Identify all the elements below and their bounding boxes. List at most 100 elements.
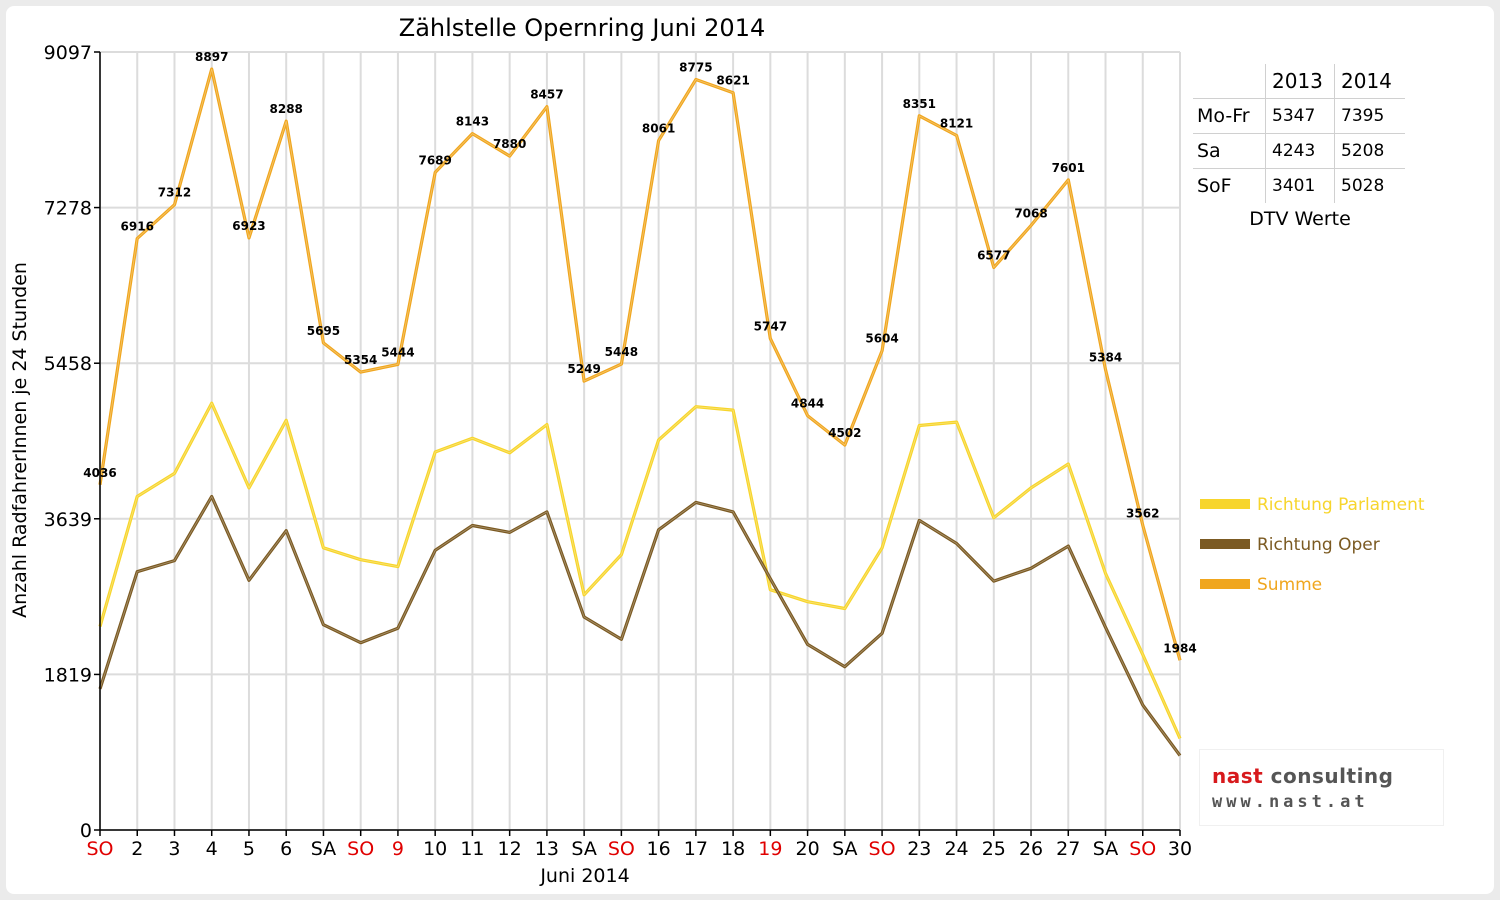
dtv-row-label: Sa xyxy=(1193,133,1266,169)
data-label: 7880 xyxy=(493,137,526,151)
x-tick-label: SA xyxy=(832,838,857,860)
data-label: 4844 xyxy=(791,397,824,411)
data-label: 4502 xyxy=(828,426,861,440)
data-label: 8143 xyxy=(456,115,489,129)
dtv-row: Sa 4243 5208 xyxy=(1193,133,1405,169)
dtv-row: Mo-Fr 5347 7395 xyxy=(1193,98,1405,134)
data-label: 8621 xyxy=(716,74,749,88)
dtv-row-label: Mo-Fr xyxy=(1193,98,1266,134)
series-line-highlight xyxy=(99,402,1181,739)
y-tick-label: 0 xyxy=(80,820,92,842)
y-tick-label: 5458 xyxy=(44,353,92,375)
dtv-value-2014: 5208 xyxy=(1334,133,1405,169)
data-label: 5747 xyxy=(754,320,787,334)
x-tick-label: 2 xyxy=(131,838,143,860)
data-label: 5695 xyxy=(307,324,340,338)
data-label: 8775 xyxy=(679,61,712,75)
legend-label: Richtung Oper xyxy=(1257,535,1380,555)
data-label: 6923 xyxy=(232,219,265,233)
legend-label: Summe xyxy=(1257,575,1322,595)
x-tick-label: 27 xyxy=(1056,838,1080,860)
x-axis-label: Juni 2014 xyxy=(539,865,629,887)
data-label: 3562 xyxy=(1126,506,1159,520)
data-label: 7068 xyxy=(1014,207,1047,221)
grid xyxy=(99,51,1181,831)
x-tick-label: SA xyxy=(311,838,336,860)
data-label: 5448 xyxy=(605,345,638,359)
y-tick-label: 3639 xyxy=(44,509,92,531)
dtv-corner xyxy=(1193,64,1266,99)
dtv-row-label: SoF xyxy=(1197,175,1232,197)
dtv-value-2013: 5347 xyxy=(1265,98,1335,134)
legend: Richtung Parlament Richtung Oper Summe xyxy=(1200,495,1425,595)
legend-swatch xyxy=(1200,499,1250,509)
x-tick-label: 13 xyxy=(535,838,559,860)
x-tick-label: 9 xyxy=(392,838,404,860)
x-tick-label: 23 xyxy=(907,838,931,860)
data-label: 5249 xyxy=(567,362,600,376)
x-tick-label: 4 xyxy=(206,838,218,860)
series-line xyxy=(98,401,1182,740)
y-tick-label: 1819 xyxy=(44,664,92,686)
x-tick-label: 11 xyxy=(460,838,484,860)
legend-swatch xyxy=(1200,579,1250,589)
x-tick-label: 18 xyxy=(721,838,745,860)
data-label: 8288 xyxy=(270,102,303,116)
series-line xyxy=(98,494,1182,757)
series-line-highlight xyxy=(99,496,1181,756)
x-tick-label: SA xyxy=(571,838,596,860)
dtv-header-2013: 2013 xyxy=(1265,64,1335,99)
x-tick-label: 10 xyxy=(423,838,447,860)
data-label: 7601 xyxy=(1052,161,1085,175)
data-label: 8457 xyxy=(530,88,563,102)
data-label: 5384 xyxy=(1089,351,1122,365)
data-label: 8351 xyxy=(903,97,936,111)
data-label: 7312 xyxy=(158,186,191,200)
series-line-highlight xyxy=(99,68,1181,661)
dtv-value-2013: 3401 xyxy=(1265,168,1335,203)
data-label: 8121 xyxy=(940,116,973,130)
data-label: 5354 xyxy=(344,353,377,367)
dtv-row: SoF 3401 5028 xyxy=(1193,168,1405,203)
company-logo: nast consulting www.nast.at xyxy=(1200,750,1443,825)
x-tick-label: 17 xyxy=(684,838,708,860)
dtv-value-2013: 4243 xyxy=(1265,133,1335,169)
data-label: 5444 xyxy=(381,345,414,359)
legend-label: Richtung Parlament xyxy=(1257,495,1425,515)
dtv-header-2014: 2014 xyxy=(1334,64,1405,99)
data-labels: 4036 6916 7312 8897 6923 8288 5695 5354 5444 7689… xyxy=(83,50,1196,655)
x-tick-label: 12 xyxy=(498,838,522,860)
logo-url: www.nast.at xyxy=(1212,792,1369,812)
data-label: 8061 xyxy=(642,122,675,136)
x-tick-label: 25 xyxy=(982,838,1006,860)
data-label: 8897 xyxy=(195,50,228,64)
dtv-table: 2013 2014 Mo-Fr 5347 7395 Sa 4243 5208 S… xyxy=(1193,64,1413,203)
x-tick-label: 16 xyxy=(647,838,671,860)
series-lines xyxy=(98,67,1182,757)
data-label: 6577 xyxy=(977,249,1010,263)
x-tick-label: SO xyxy=(869,838,896,860)
dtv-header-row: 2013 2014 xyxy=(1193,64,1405,99)
logo-name: nast consulting xyxy=(1212,764,1393,788)
x-tick-label: SO xyxy=(1129,838,1156,860)
data-label: 5604 xyxy=(865,332,898,346)
data-label: 7689 xyxy=(418,153,451,167)
data-label: 6916 xyxy=(121,220,154,234)
chart-title: Zählstelle Opernring Juni 2014 xyxy=(399,14,765,42)
series-line xyxy=(98,67,1182,661)
x-tick-label: 6 xyxy=(280,838,292,860)
x-tick-label: 26 xyxy=(1019,838,1043,860)
y-tick-label: 9097 xyxy=(44,42,92,64)
x-tick-label: 24 xyxy=(944,838,968,860)
x-tick-label: 20 xyxy=(795,838,819,860)
x-tick-label: 19 xyxy=(758,838,782,860)
x-tick-label: SO xyxy=(86,838,113,860)
x-tick-label: 3 xyxy=(168,838,180,860)
dtv-value-2014: 7395 xyxy=(1334,98,1405,134)
y-tick-label: 7278 xyxy=(44,198,92,220)
x-tick-label: SA xyxy=(1093,838,1118,860)
data-label: 4036 xyxy=(83,466,116,480)
x-tick-label: SO xyxy=(347,838,374,860)
